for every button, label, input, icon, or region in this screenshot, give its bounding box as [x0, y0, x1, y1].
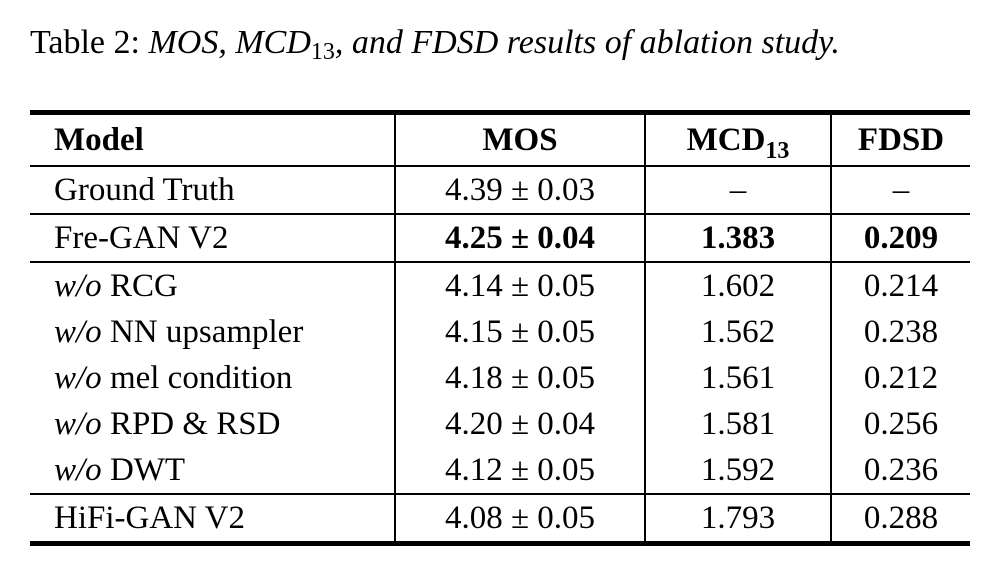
- cell-mcd: –: [644, 166, 831, 214]
- cell-fdsd: 0.209: [830, 213, 970, 262]
- cell-mos: 4.12 ± 0.05: [394, 447, 645, 494]
- cell-model-name: HiFi-GAN V2: [54, 500, 245, 536]
- cell-model-name: DWT: [101, 452, 186, 488]
- cell-mcd: 1.602: [644, 261, 831, 309]
- cell-fdsd: 0.288: [830, 493, 970, 544]
- header-mcd: MCD13: [644, 112, 831, 167]
- cell-fdsd: –: [830, 166, 970, 214]
- caption-text-b: , and FDSD results of ablation study.: [334, 24, 840, 61]
- cell-mos: 4.14 ± 0.05: [394, 261, 645, 309]
- caption-text: MOS, MCD13, and FDSD results of ablation…: [148, 24, 840, 64]
- table-row: HiFi-GAN V2 4.08 ± 0.05 1.793 0.288: [30, 493, 970, 544]
- cell-model-name: mel condition: [101, 360, 293, 396]
- cell-model-name: RPD & RSD: [101, 406, 281, 442]
- cell-mos: 4.25 ± 0.04: [394, 213, 645, 262]
- table-row: w/o mel condition 4.18 ± 0.05 1.561 0.212: [30, 355, 970, 401]
- header-mos: MOS: [394, 112, 645, 167]
- cell-model: w/o mel condition: [30, 355, 395, 401]
- cell-model: Fre-GAN V2: [30, 213, 395, 262]
- cell-model: Ground Truth: [30, 166, 395, 214]
- cell-model: w/o RCG: [30, 261, 395, 309]
- cell-mcd: 1.562: [644, 309, 831, 355]
- results-table: Model MOS MCD13 FDSD Ground Truth 4.39 ± …: [30, 110, 970, 546]
- cell-fdsd: 0.212: [830, 355, 970, 401]
- table-caption: Table 2: MOS, MCD13, and FDSD results of…: [30, 18, 840, 68]
- cell-mos: 4.08 ± 0.05: [394, 493, 645, 544]
- cell-model-name: RCG: [101, 268, 178, 304]
- cell-model-prefix: w/o: [54, 360, 102, 396]
- cell-model: w/o RPD & RSD: [30, 401, 395, 447]
- header-fdsd: FDSD: [830, 112, 970, 167]
- header-mcd-text: MCD: [686, 122, 766, 158]
- header-model: Model: [30, 112, 395, 167]
- cell-model-name: NN upsampler: [101, 314, 304, 350]
- caption-label: Table 2:: [30, 24, 140, 61]
- table-row: w/o NN upsampler 4.15 ± 0.05 1.562 0.238: [30, 309, 970, 355]
- cell-fdsd: 0.214: [830, 261, 970, 309]
- caption-text-a: MOS, MCD: [148, 24, 311, 61]
- cell-model: w/o DWT: [30, 447, 395, 494]
- cell-mcd: 1.793: [644, 493, 831, 544]
- table-row: w/o DWT 4.12 ± 0.05 1.592 0.236: [30, 447, 970, 494]
- cell-model: w/o NN upsampler: [30, 309, 395, 355]
- cell-mcd: 1.383: [644, 213, 831, 262]
- table-row: Fre-GAN V2 4.25 ± 0.04 1.383 0.209: [30, 213, 970, 262]
- cell-mos: 4.39 ± 0.03: [394, 166, 645, 214]
- cell-mos: 4.15 ± 0.05: [394, 309, 645, 355]
- cell-fdsd: 0.238: [830, 309, 970, 355]
- cell-mcd: 1.561: [644, 355, 831, 401]
- cell-mcd: 1.581: [644, 401, 831, 447]
- cell-model-prefix: w/o: [54, 314, 102, 350]
- cell-model-prefix: w/o: [54, 268, 102, 304]
- cell-fdsd: 0.236: [830, 447, 970, 494]
- caption-subscript: 13: [310, 39, 335, 65]
- cell-mcd: 1.592: [644, 447, 831, 494]
- table-row: w/o RCG 4.14 ± 0.05 1.602 0.214: [30, 261, 970, 309]
- cell-model-prefix: w/o: [54, 406, 102, 442]
- table-body: Ground Truth 4.39 ± 0.03– – Fre-GAN V2 4.25 …: [30, 166, 970, 544]
- cell-model-name: Ground Truth: [54, 172, 235, 208]
- cell-model: HiFi-GAN V2: [30, 493, 395, 544]
- header-mcd-subscript: 13: [765, 138, 790, 164]
- cell-mos: 4.18 ± 0.05: [394, 355, 645, 401]
- header-row: Model MOS MCD13 FDSD: [30, 112, 970, 167]
- cell-mos: 4.20 ± 0.04: [394, 401, 645, 447]
- cell-fdsd: 0.256: [830, 401, 970, 447]
- cell-model-prefix: w/o: [54, 452, 102, 488]
- cell-model-name: Fre-GAN V2: [54, 220, 229, 256]
- table-row: Ground Truth 4.39 ± 0.03– –: [30, 166, 970, 214]
- table-row: w/o RPD & RSD 4.20 ± 0.04 1.581 0.256: [30, 401, 970, 447]
